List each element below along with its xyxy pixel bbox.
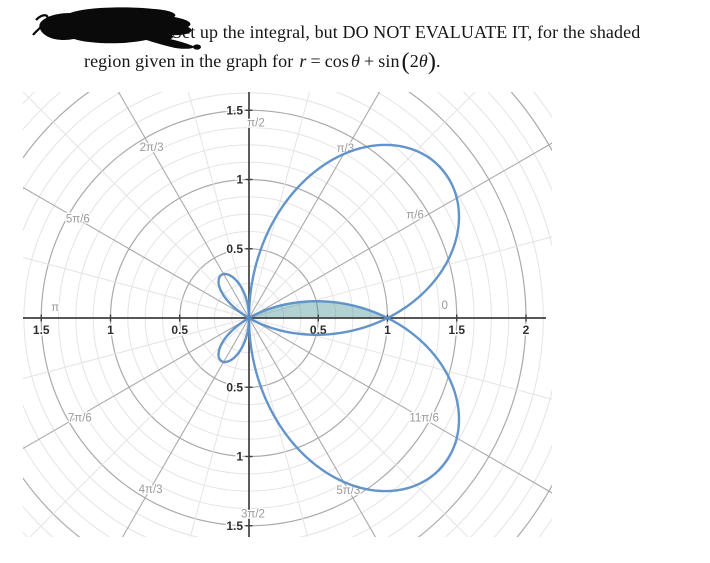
formula-var-r: r [299,51,307,71]
scribble-tail [138,34,194,49]
redaction-scribble [32,7,201,50]
grid-spoke [29,317,250,537]
y-tick-label: 1.5 [226,103,243,117]
grid-spoke [248,92,381,319]
x-tick-label: 1.5 [448,323,465,337]
polar-equation: r = cos θ + sin(2θ). [299,48,441,75]
formula-plus: + [363,51,375,71]
grid-spoke [23,186,250,319]
y-tick-label: 1 [236,450,243,464]
formula-theta-2: θ [418,51,428,71]
formula-two: 2 [409,51,419,71]
polar-plot-svg: 1.5 1 0.5 0.5 1 1.5 21.510.50.511.50π/6π/3π/22… [23,92,552,537]
angle-label: 7π/6 [68,412,92,424]
grid-spoke [248,317,552,494]
grid-spoke [189,317,250,537]
scribble-blob [39,7,192,44]
grid-spoke [23,256,250,319]
y-tick-label: 0.5 [226,242,243,256]
y-tick-label: 1 [236,173,243,187]
x-tick-label: 0.5 [171,323,188,337]
problem-text-2: region given in the graph for [84,51,294,71]
y-tick-label: 0.5 [226,380,243,394]
grid-spoke [248,92,476,319]
problem-statement-line2: region given in the graph for r = cos θ + sin(… [84,48,441,76]
curve-path [217,143,461,493]
formula-sin: sin [378,51,400,71]
angle-label: π/2 [247,117,265,129]
grid-spoke [121,317,250,537]
problem-text-1: Set up the integral, but DO NOT EVALUATE… [172,22,641,42]
formula-theta-1: θ [351,51,360,71]
angle-label: 2π/3 [140,142,164,154]
grid-spoke [117,92,250,319]
grid-spoke [23,92,250,319]
formula-equals: = [310,51,321,71]
angle-label: 3π/2 [241,509,265,521]
formula-period: . [436,51,441,71]
x-tick-label: 1 [384,323,391,337]
grid-spoke [23,317,250,450]
angle-label: π/6 [406,210,424,222]
axis-tick-labels: 1.5 1 0.5 0.5 1 1.5 21.510.50.511.5 [31,102,531,535]
y-tick-label: 1.5 [226,519,243,533]
grid-spoke [248,92,311,319]
angle-label: 11π/6 [409,412,438,424]
scribble-dot [193,44,201,50]
angle-label: 5π/6 [66,214,90,226]
x-tick-label: 1 [107,323,114,337]
x-tick-label: 2 [523,323,530,337]
formula-cos: cos [324,51,350,71]
grid-spoke [23,317,250,380]
angle-label: 0 [442,300,448,312]
angle-label: π [51,302,59,314]
formula-rparen: ) [427,48,437,75]
grid-spoke [187,92,250,319]
x-tick-label: 1.5 [33,323,50,337]
angle-label: 5π/3 [336,485,360,497]
grid-spoke [248,142,552,319]
grid-spoke [248,317,309,537]
grid-spoke [248,317,469,537]
angle-label: 4π/3 [139,484,163,496]
grid-spoke [248,317,377,537]
formula-lparen: ( [401,48,410,75]
polar-graph: 1.5 1 0.5 0.5 1 1.5 2 1.5 1 0.5 0.5 1 1.5 0 π/6 π/3 π/2 2… [23,92,552,537]
problem-statement-line1: Set up the integral, but DO NOT EVALUATE… [172,22,640,43]
